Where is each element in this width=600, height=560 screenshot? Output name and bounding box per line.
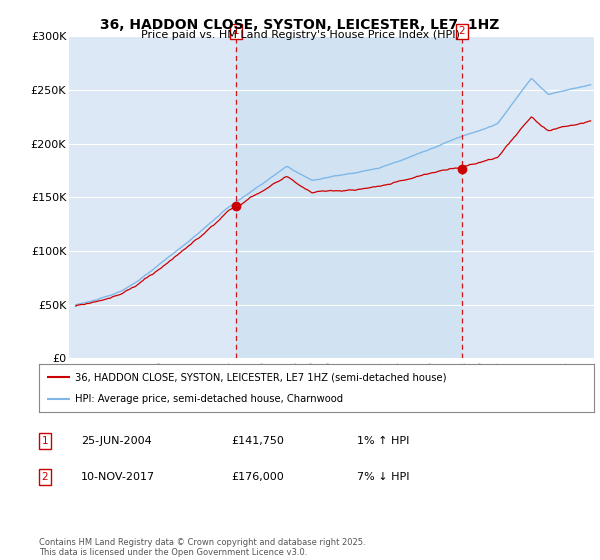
Text: 1: 1	[41, 436, 49, 446]
Text: 2: 2	[41, 472, 49, 482]
Text: 10-NOV-2017: 10-NOV-2017	[81, 472, 155, 482]
Text: 2: 2	[458, 26, 465, 36]
Text: 36, HADDON CLOSE, SYSTON, LEICESTER, LE7  1HZ: 36, HADDON CLOSE, SYSTON, LEICESTER, LE7…	[100, 18, 500, 32]
Text: 1: 1	[232, 26, 239, 36]
Text: HPI: Average price, semi-detached house, Charnwood: HPI: Average price, semi-detached house,…	[75, 394, 343, 404]
Bar	[236, 36, 461, 358]
Text: 1% ↑ HPI: 1% ↑ HPI	[357, 436, 409, 446]
Text: 25-JUN-2004: 25-JUN-2004	[81, 436, 152, 446]
Text: £176,000: £176,000	[231, 472, 284, 482]
Text: £141,750: £141,750	[231, 436, 284, 446]
Text: 7% ↓ HPI: 7% ↓ HPI	[357, 472, 409, 482]
Text: Price paid vs. HM Land Registry's House Price Index (HPI): Price paid vs. HM Land Registry's House …	[140, 30, 460, 40]
Text: 36, HADDON CLOSE, SYSTON, LEICESTER, LE7 1HZ (semi-detached house): 36, HADDON CLOSE, SYSTON, LEICESTER, LE7…	[75, 372, 446, 382]
Text: Contains HM Land Registry data © Crown copyright and database right 2025.
This d: Contains HM Land Registry data © Crown c…	[39, 538, 365, 557]
